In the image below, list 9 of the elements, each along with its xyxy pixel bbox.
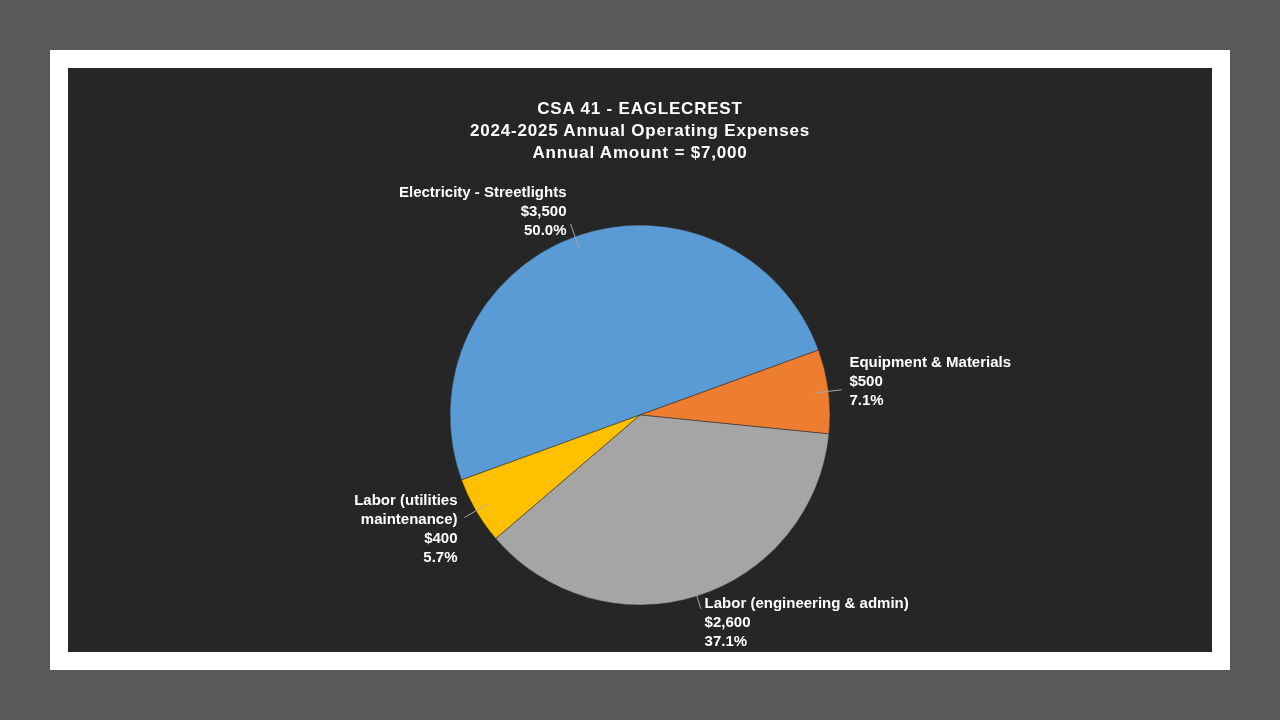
data-label: $3,500 50.0% [520,201,567,238]
slice-label: Equipment & Materials [849,353,1012,371]
data-label: $2,600 37.1% [704,613,751,650]
slice-label: Labor (engineering & admin) [704,594,909,612]
data-label: $500 7.1% [849,372,884,409]
slice-label: Electricity - Streetlights [398,182,567,200]
slice-label: Labor (utilities maintenance) [354,490,458,527]
chart-title: CSA 41 - EAGLECREST 2024-2025 Annual Operating Expenses Annual Amount = $7,000 [469,99,811,162]
data-label: $400 5.7% [423,528,458,565]
